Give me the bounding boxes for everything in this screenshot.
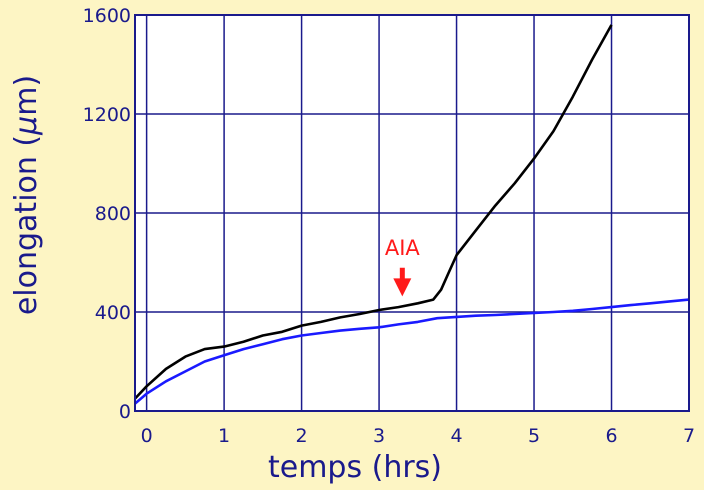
x-tick-label: 7 — [683, 425, 695, 447]
y-axis-title-part2: m) — [9, 75, 44, 116]
tick-labels: 0 1 2 3 4 5 6 7 0 400 800 1200 1600 — [83, 5, 695, 447]
y-axis-title: elongation (μm) — [9, 75, 44, 315]
x-tick-label: 2 — [296, 425, 308, 447]
y-axis-title-part1: elongation ( — [9, 135, 44, 315]
plot-frame — [134, 14, 690, 412]
x-tick-label: 0 — [141, 425, 153, 447]
annotation: AIA — [385, 236, 421, 297]
series-line-2 — [134, 298, 690, 405]
y-axis-title-mu: μ — [9, 116, 44, 136]
x-tick-label: 1 — [218, 425, 230, 447]
series-group — [134, 24, 690, 405]
y-tick-label: 400 — [95, 302, 131, 324]
x-tick-label: 6 — [605, 425, 617, 447]
y-tick-label: 0 — [119, 401, 131, 423]
x-tick-label: 5 — [528, 425, 540, 447]
y-tick-label: 1200 — [83, 104, 131, 126]
x-tick-label: 4 — [451, 425, 463, 447]
annotation-arrow-head — [393, 278, 412, 297]
y-tick-label: 800 — [95, 203, 131, 225]
x-axis-title: temps (hrs) — [268, 450, 442, 485]
series-line-1 — [134, 24, 613, 400]
x-tick-label: 3 — [373, 425, 385, 447]
annotation-label: AIA — [385, 236, 421, 260]
y-tick-label: 1600 — [83, 5, 131, 27]
